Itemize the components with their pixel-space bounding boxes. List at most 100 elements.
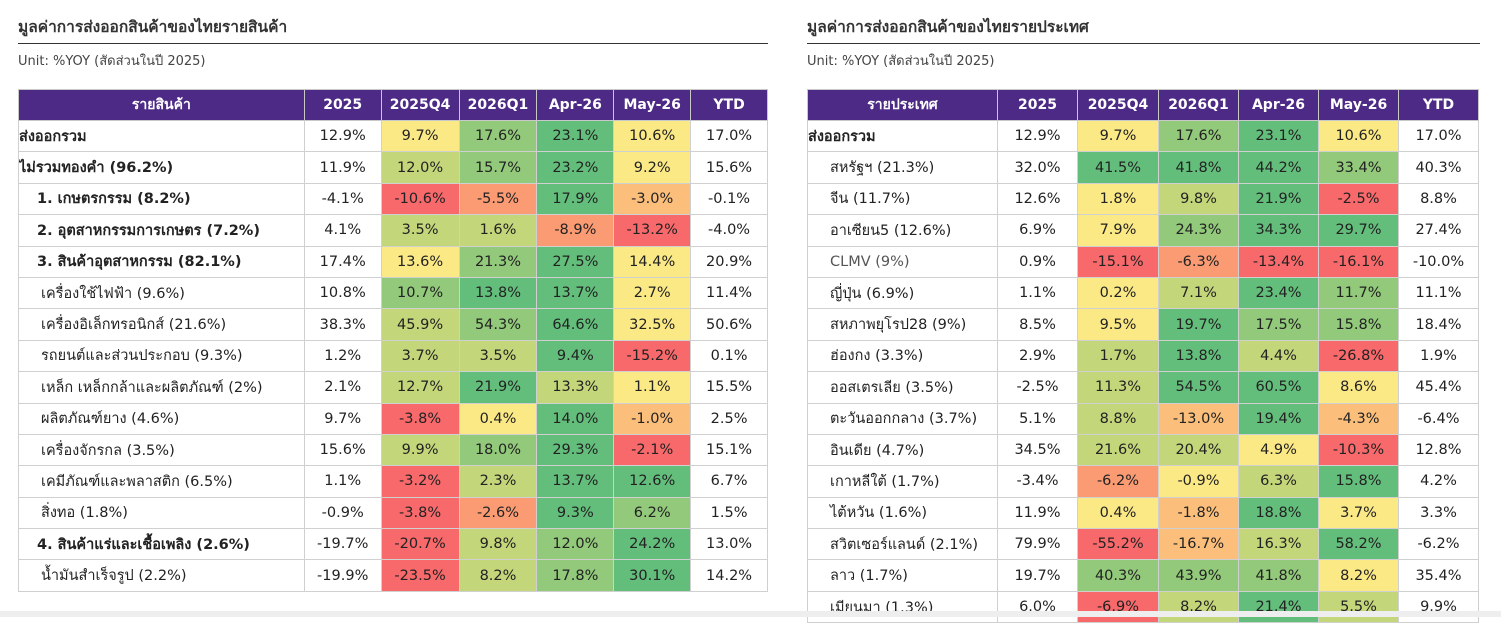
- value-cell: 29.7%: [1318, 214, 1399, 247]
- value-cell: -16.1%: [1318, 245, 1399, 278]
- row-label: สหรัฐฯ (21.3%): [807, 151, 998, 184]
- value-cell: 13.7%: [536, 276, 615, 310]
- row-label: สวิตเซอร์แลนด์ (2.1%): [807, 528, 998, 561]
- value-cell: -4.1%: [303, 182, 382, 216]
- value-cell: 79.9%: [997, 528, 1078, 561]
- value-cell: 44.2%: [1238, 151, 1319, 184]
- value-cell: -2.6%: [458, 496, 538, 530]
- value-cell: -4.0%: [690, 214, 768, 247]
- product-unit-note: Unit: %YOY (สัดส่วนในปี 2025): [18, 54, 206, 69]
- row-label: สิ่งทอ (1.8%): [18, 496, 305, 530]
- value-cell: 4.4%: [1238, 339, 1319, 373]
- value-cell: 35.4%: [1398, 559, 1479, 592]
- value-cell: 23.2%: [536, 151, 615, 184]
- value-cell: -10.6%: [380, 182, 460, 216]
- value-cell: 13.3%: [536, 371, 615, 404]
- value-cell: -3.0%: [613, 182, 692, 216]
- value-cell: 15.7%: [458, 151, 538, 184]
- value-cell: -5.5%: [458, 182, 538, 216]
- value-cell: 33.4%: [1318, 151, 1399, 184]
- row-label: ฮ่องกง (3.3%): [807, 339, 998, 373]
- value-cell: 1.1%: [997, 276, 1078, 310]
- value-cell: 54.3%: [458, 308, 538, 341]
- value-cell: 11.4%: [690, 276, 768, 310]
- value-cell: 1.6%: [458, 214, 538, 247]
- title-divider: [18, 43, 768, 44]
- value-cell: 10.7%: [380, 276, 460, 310]
- value-cell: 17.9%: [536, 182, 615, 216]
- value-cell: 9.8%: [458, 528, 538, 561]
- row-label: ลาว (1.7%): [807, 559, 998, 592]
- value-cell: -3.8%: [380, 402, 460, 435]
- value-cell: 17.6%: [458, 119, 538, 153]
- table-row: ลาว (1.7%) 19.7% 40.3% 43.9% 41.8% 8.2% 35.4%: [807, 559, 1479, 592]
- value-cell: 19.7%: [997, 559, 1078, 592]
- value-cell: 3.3%: [1398, 496, 1479, 530]
- value-cell: 0.4%: [1077, 496, 1159, 530]
- value-cell: 1.1%: [303, 465, 382, 498]
- row-label: เคมีภัณฑ์และพลาสติก (6.5%): [18, 465, 305, 498]
- value-cell: -26.8%: [1318, 339, 1399, 373]
- value-cell: 38.3%: [303, 308, 382, 341]
- product-table-title: มูลค่าการส่งออกสินค้าของไทยรายสินค้า: [18, 18, 288, 36]
- value-cell: 13.8%: [1158, 339, 1239, 373]
- value-cell: 27.4%: [1398, 214, 1479, 247]
- value-cell: 8.2%: [458, 559, 538, 592]
- row-label: 2. อุตสาหกรรมการเกษตร (7.2%): [18, 214, 305, 247]
- value-cell: 21.9%: [458, 371, 538, 404]
- value-cell: 9.3%: [536, 496, 615, 530]
- value-cell: -6.9%: [1077, 590, 1159, 623]
- value-cell: 54.5%: [1158, 371, 1239, 404]
- value-cell: 13.6%: [380, 245, 460, 278]
- value-cell: 14.2%: [690, 559, 768, 592]
- value-cell: 27.5%: [536, 245, 615, 278]
- row-label: ตะวันออกกลาง (3.7%): [807, 402, 998, 435]
- value-cell: -19.7%: [303, 528, 382, 561]
- value-cell: 10.6%: [1318, 119, 1399, 153]
- value-cell: 1.7%: [1077, 339, 1159, 373]
- column-header: 2026Q1: [458, 89, 538, 121]
- value-cell: 32.0%: [997, 151, 1078, 184]
- value-cell: 9.9%: [1398, 590, 1479, 623]
- value-cell: 5.1%: [997, 402, 1078, 435]
- value-cell: 3.5%: [458, 339, 538, 373]
- value-cell: 13.7%: [536, 465, 615, 498]
- column-header: YTD: [690, 89, 768, 121]
- value-cell: 24.3%: [1158, 214, 1239, 247]
- value-cell: -6.2%: [1398, 528, 1479, 561]
- table-row: เมียนมา (1.3%) 6.0% -6.9% 8.2% 21.4% 5.5% 9.9%: [807, 590, 1479, 623]
- table-row: 3. สินค้าอุตสาหกรรม (82.1%) 17.4% 13.6% 21.…: [18, 245, 768, 278]
- row-label: อาเซียน5 (12.6%): [807, 214, 998, 247]
- row-label: ออสเตรเลีย (3.5%): [807, 371, 998, 404]
- value-cell: 9.8%: [1158, 182, 1239, 216]
- row-label: ส่งออกรวม: [807, 119, 998, 153]
- value-cell: -19.9%: [303, 559, 382, 592]
- row-label: ผลิตภัณฑ์ยาง (4.6%): [18, 402, 305, 435]
- table-row: เหล็ก เหล็กกล้าและผลิตภัณฑ์ (2%) 2.1% 12.7…: [18, 371, 768, 404]
- title-divider: [807, 43, 1480, 44]
- value-cell: 30.1%: [613, 559, 692, 592]
- value-cell: 45.4%: [1398, 371, 1479, 404]
- table-row: จีน (11.7%) 12.6% 1.8% 9.8% 21.9% -2.5% 8.8%: [807, 182, 1479, 216]
- value-cell: 12.0%: [536, 528, 615, 561]
- value-cell: 1.5%: [690, 496, 768, 530]
- value-cell: -6.2%: [1077, 465, 1159, 498]
- table-row: ผลิตภัณฑ์ยาง (4.6%) 9.7% -3.8% 0.4% 14.0% -1.…: [18, 402, 768, 435]
- column-header-label: รายสินค้า: [18, 89, 305, 121]
- table-row: ญี่ปุ่น (6.9%) 1.1% 0.2% 7.1% 23.4% 11.7% 11.1…: [807, 276, 1479, 310]
- value-cell: -15.2%: [613, 339, 692, 373]
- value-cell: 43.9%: [1158, 559, 1239, 592]
- value-cell: 2.9%: [997, 339, 1078, 373]
- value-cell: 20.4%: [1158, 433, 1239, 467]
- value-cell: 23.1%: [536, 119, 615, 153]
- value-cell: 9.7%: [1077, 119, 1159, 153]
- column-header: May-26: [613, 89, 692, 121]
- row-label: 3. สินค้าอุตสาหกรรม (82.1%): [18, 245, 305, 278]
- column-header-label: รายประเทศ: [807, 89, 998, 121]
- value-cell: 11.9%: [303, 151, 382, 184]
- country-unit-note: Unit: %YOY (สัดส่วนในปี 2025): [807, 54, 995, 69]
- table-row: ส่งออกรวม 12.9% 9.7% 17.6% 23.1% 10.6% 17.0%: [18, 119, 768, 153]
- value-cell: 58.2%: [1318, 528, 1399, 561]
- value-cell: 1.2%: [303, 339, 382, 373]
- table-row: 1. เกษตรกรรม (8.2%) -4.1% -10.6% -5.5% 17.9%…: [18, 182, 768, 216]
